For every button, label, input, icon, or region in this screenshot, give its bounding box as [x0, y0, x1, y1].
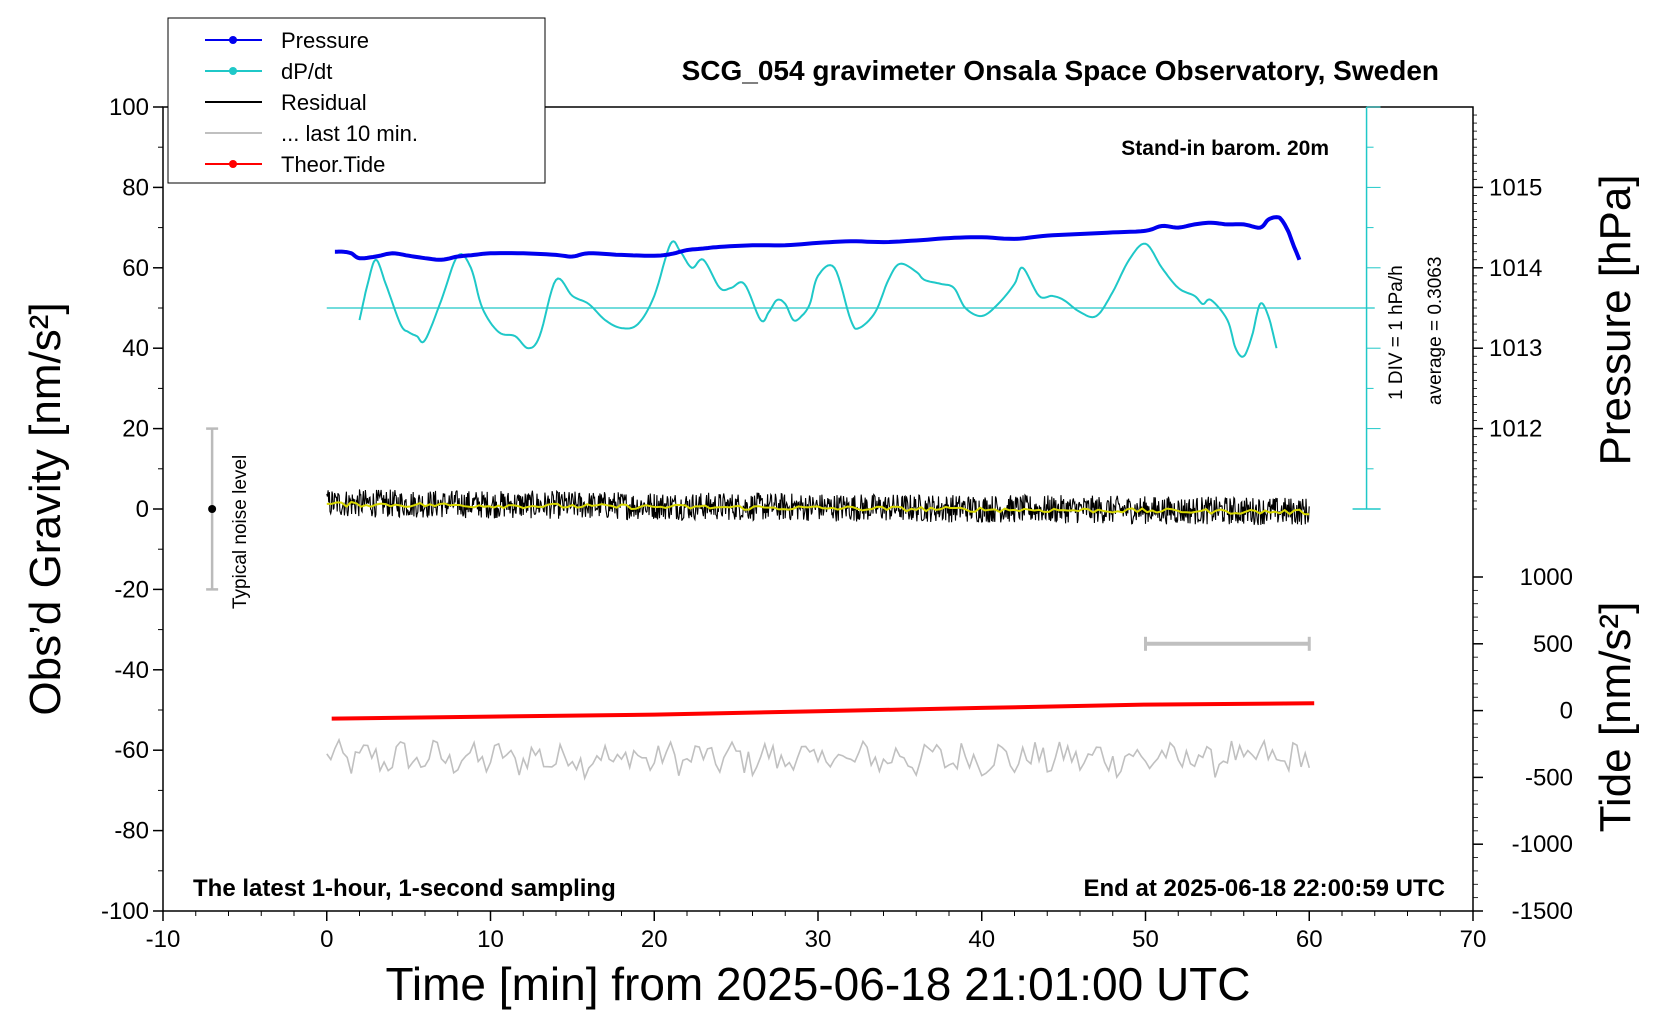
chart-title: SCG_054 gravimeter Onsala Space Observat… [682, 55, 1439, 86]
legend-label: ... last 10 min. [281, 121, 418, 146]
series-tide-line [331, 701, 1315, 721]
pressure-tick-label: 1015 [1489, 174, 1542, 201]
noise-bar-dot [208, 505, 217, 513]
tide-tick-label: 500 [1533, 631, 1573, 658]
x-tick-label: 40 [968, 926, 995, 953]
legend-swatch-marker [229, 160, 237, 168]
legend-item: Pressure [205, 28, 369, 53]
series-last10-line [326, 737, 1311, 781]
series-pressure-line [334, 215, 1302, 262]
legend-item: Residual [205, 90, 367, 115]
tide-tick-label: -1500 [1512, 898, 1573, 925]
x-tick-label: 50 [1132, 926, 1159, 953]
legend-label: Theor.Tide [281, 152, 385, 177]
noise-label: Typical noise level [230, 455, 251, 609]
div-label: 1 DIV = 1 hPa/h [1386, 265, 1407, 400]
legend-swatch-marker [229, 36, 237, 44]
axis-layer: -10 0 10 20 30 40 50 60 70-100-80-60-40-20020406… [101, 94, 1573, 953]
pressure-tick-label: 1014 [1489, 255, 1542, 282]
pressure-tick-label: 1013 [1489, 335, 1542, 362]
x-tick-label: 60 [1296, 926, 1323, 953]
y-tick-label: 60 [122, 255, 149, 282]
legend-item: Theor.Tide [205, 152, 385, 177]
legend-label: Pressure [281, 28, 369, 53]
x-tick-label: 30 [805, 926, 832, 953]
stand-in-label: Stand-in barom. 20m [1121, 137, 1329, 160]
y-tick-label: -20 [114, 576, 149, 603]
tide-tick-label: 0 [1560, 698, 1573, 725]
average-label: average = 0.3063 [1425, 257, 1446, 405]
y-tick-label: 0 [136, 496, 149, 523]
pressure-tick-label: 1012 [1489, 416, 1542, 443]
y-tick-label: -100 [101, 898, 149, 925]
y-tick-label: 20 [122, 416, 149, 443]
y-tick-label: 100 [109, 94, 149, 121]
legend: Pressure dP/dt Residual ... last 10 min. The… [167, 17, 546, 184]
legend-label: dP/dt [281, 59, 332, 84]
y-tick-label: 40 [122, 335, 149, 362]
x-tick-label: 10 [477, 926, 504, 953]
legend-swatch-marker [229, 67, 237, 75]
series-dpdt-line [358, 240, 1278, 358]
pressure-axis-title: Pressure [hPa] [1591, 174, 1640, 465]
x-tick-label: 0 [320, 926, 333, 953]
y-tick-label: -40 [114, 657, 149, 684]
series-layer [206, 106, 1381, 781]
bottom-left-label: The latest 1-hour, 1-second sampling [193, 875, 616, 902]
legend-items: Pressure dP/dt Residual ... last 10 min. The… [205, 28, 418, 177]
legend-label: Residual [281, 90, 367, 115]
bottom-right-label: End at 2025-06-18 22:00:59 UTC [1084, 875, 1446, 902]
x-tick-label: -10 [146, 926, 181, 953]
legend-item: dP/dt [205, 59, 332, 84]
x-axis-title: Time [min] from 2025-06-18 21:01:00 UTC [386, 958, 1251, 1010]
y-axis-title: Obs’d Gravity [nm/s²] [21, 302, 70, 715]
y-tick-label: 80 [122, 174, 149, 201]
y-tick-label: -60 [114, 737, 149, 764]
y-tick-label: -80 [114, 818, 149, 845]
legend-item: ... last 10 min. [205, 121, 418, 146]
x-tick-label: 20 [641, 926, 668, 953]
legend-box [167, 17, 546, 184]
series-residual-smooth [326, 500, 1310, 516]
tide-axis-title: Tide [nm/s²] [1591, 602, 1640, 833]
x-tick-label: 70 [1460, 926, 1487, 953]
tide-tick-label: -1000 [1512, 831, 1573, 858]
tide-tick-label: -500 [1525, 764, 1573, 791]
tide-tick-label: 1000 [1520, 564, 1573, 591]
